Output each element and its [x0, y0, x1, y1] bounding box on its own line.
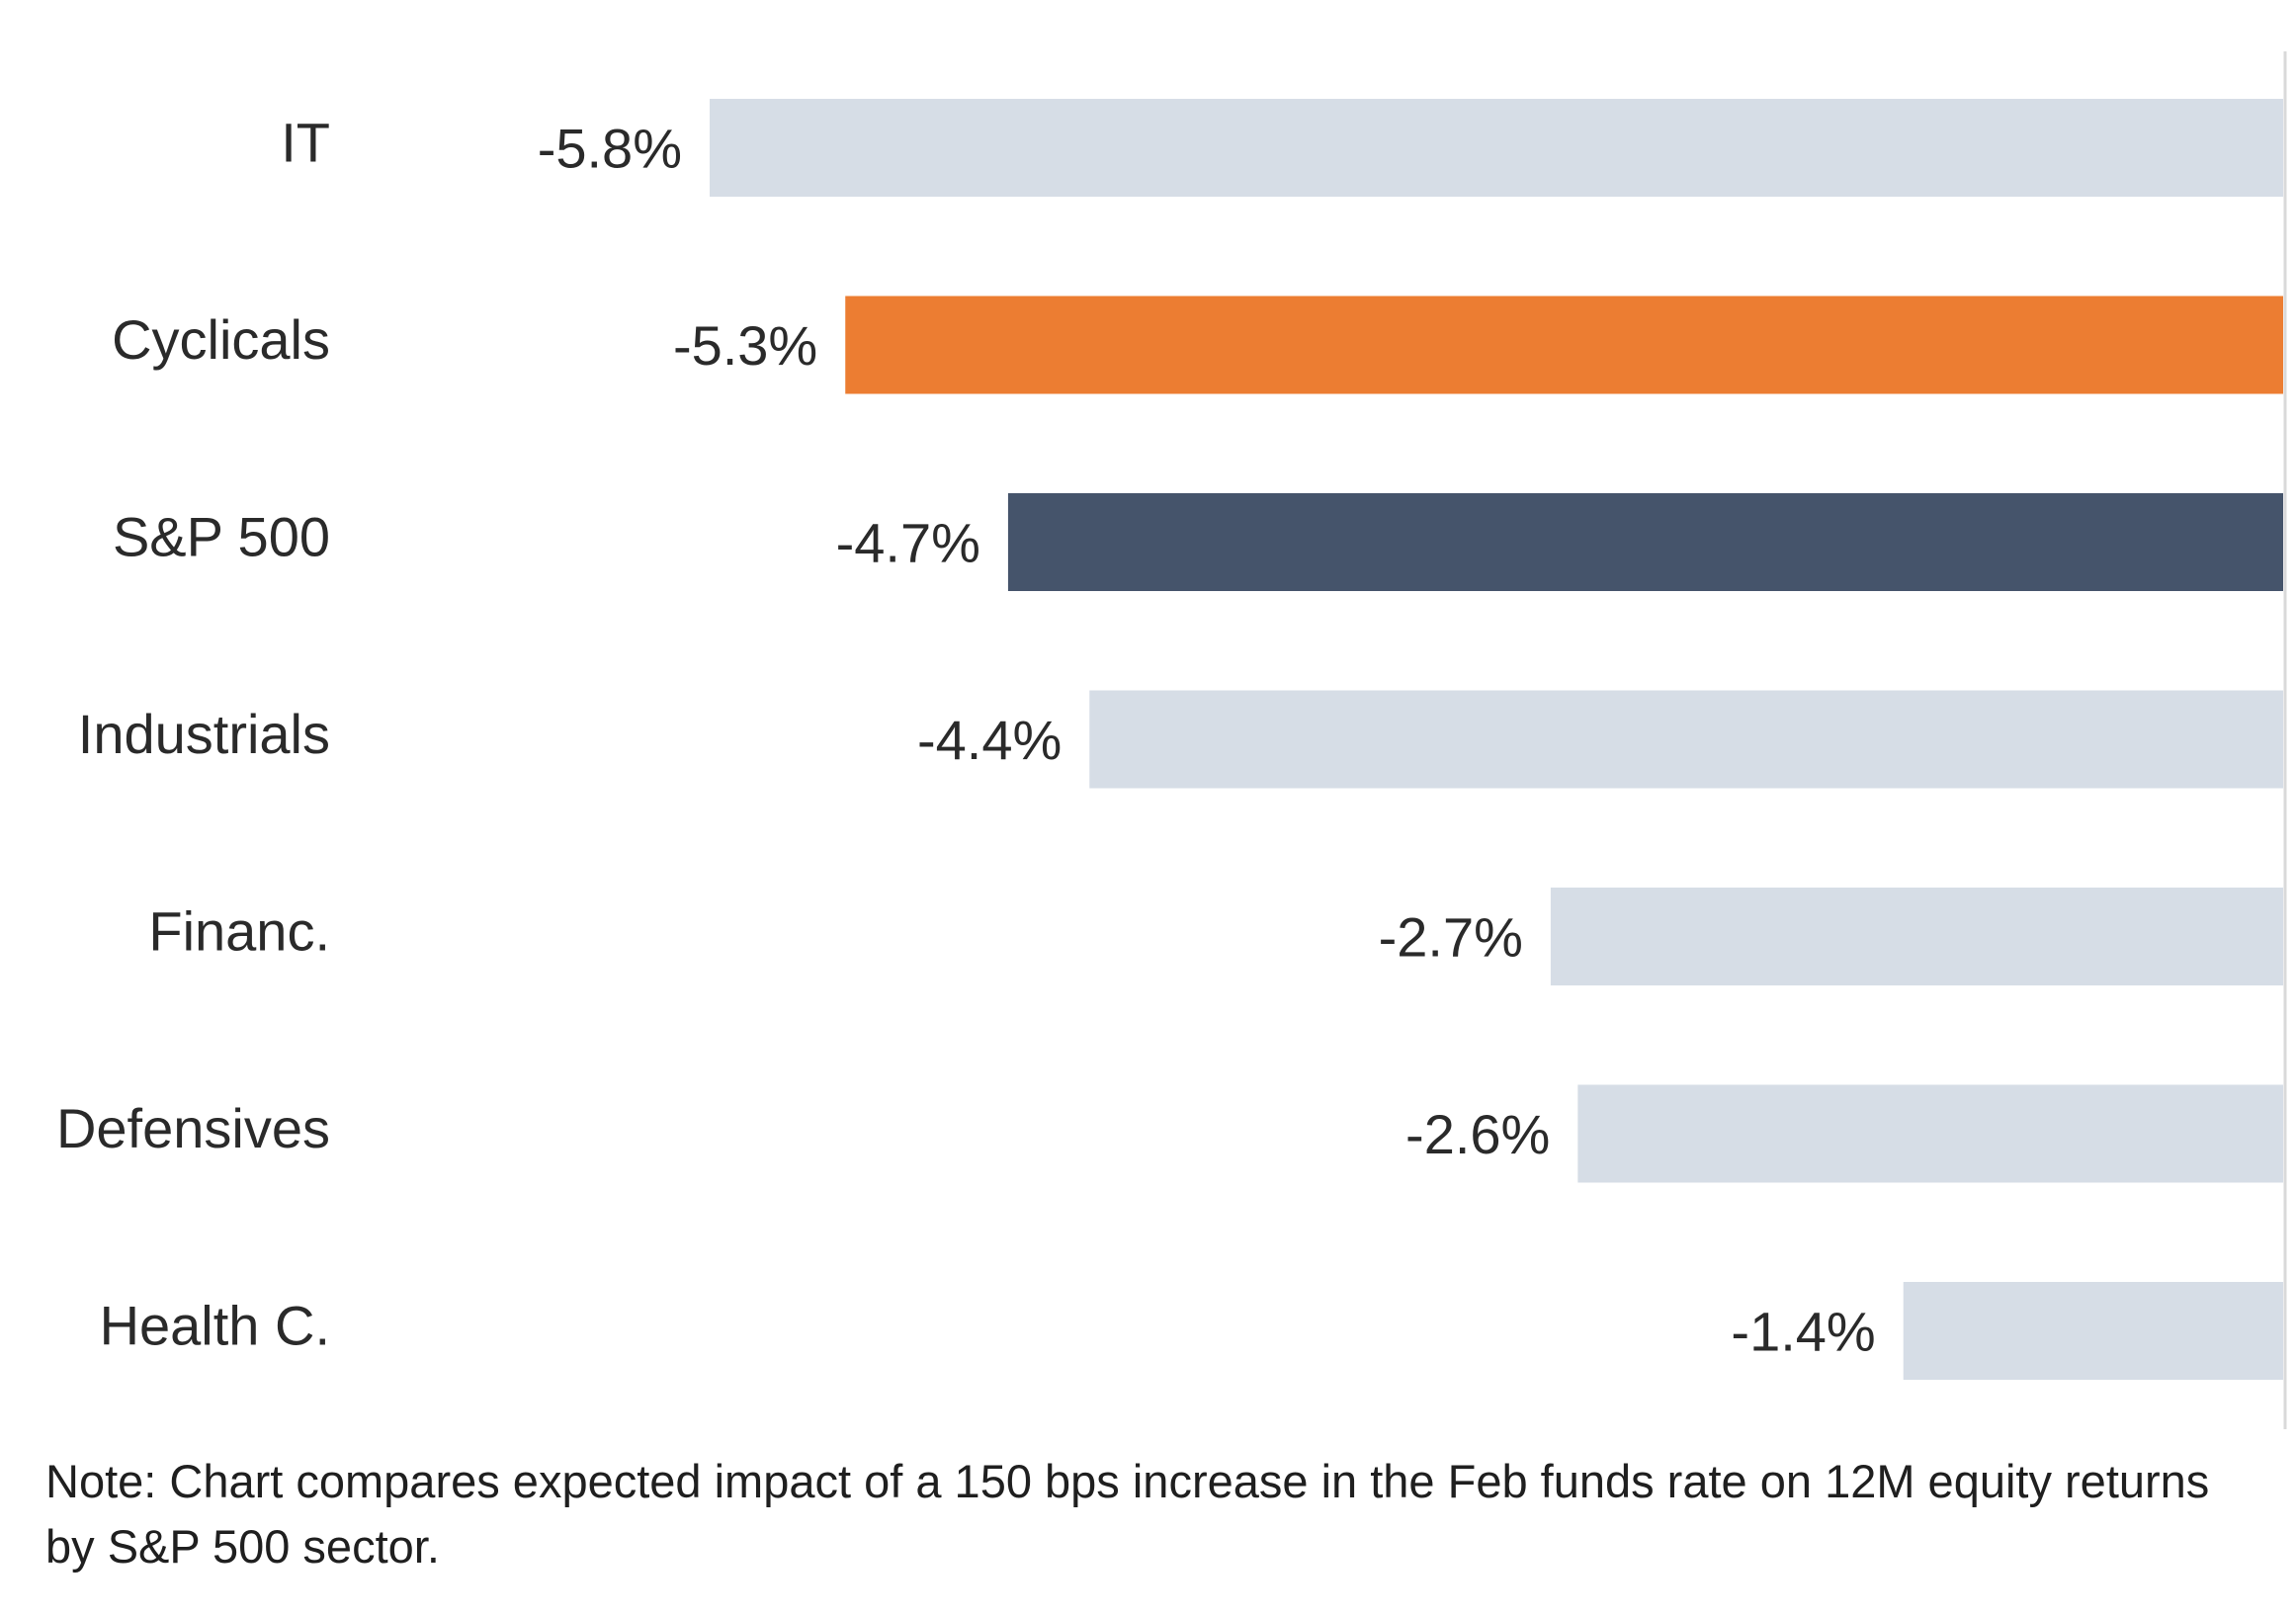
category-label-defensives: Defensives	[56, 1097, 330, 1159]
bar-s-p-500	[1007, 493, 2283, 591]
value-label-defensives: -2.6%	[1405, 1103, 1550, 1165]
bar-health-c	[1903, 1282, 2283, 1380]
category-label-health-c: Health C.	[100, 1295, 330, 1357]
category-label-financ: Financ.	[148, 900, 330, 963]
bar-cyclicals	[845, 296, 2283, 394]
bar-financ	[1550, 888, 2283, 985]
category-label-s-p-500: S&P 500	[113, 506, 330, 568]
category-label-cyclicals: Cyclicals	[112, 308, 330, 371]
bar-industrials	[1089, 690, 2283, 789]
bar-it	[710, 99, 2283, 197]
value-label-financ: -2.7%	[1379, 906, 1523, 969]
value-label-industrials: -4.4%	[917, 709, 1062, 771]
bar-defensives	[1577, 1084, 2283, 1183]
value-label-health-c: -1.4%	[1731, 1301, 1875, 1363]
category-label-it: IT	[281, 112, 330, 174]
chart-note: Note: Chart compares expected impact of …	[45, 1455, 2210, 1573]
bar-chart: -5.8% IT -5.3% Cyclicals -4.7% S&P 500 -4.4% In…	[56, 51, 2287, 1429]
bars-group: -5.8% IT -5.3% Cyclicals -4.7% S&P 500 -4.4% In…	[56, 99, 2283, 1380]
value-label-it: -5.8%	[538, 118, 682, 180]
value-label-s-p-500: -4.7%	[836, 512, 980, 574]
value-label-cyclicals: -5.3%	[673, 314, 817, 377]
category-label-industrials: Industrials	[78, 703, 330, 765]
